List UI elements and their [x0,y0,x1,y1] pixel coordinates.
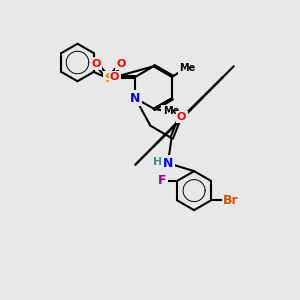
Text: O: O [117,59,126,69]
Text: Me: Me [163,106,179,116]
Text: O: O [92,59,101,69]
Text: N: N [130,92,140,105]
Text: N: N [163,157,173,169]
Text: O: O [177,112,186,122]
Text: H: H [153,157,162,167]
Text: Me: Me [179,63,195,73]
Text: O: O [110,72,119,82]
Text: Br: Br [223,194,239,207]
Text: S: S [104,72,113,85]
Text: F: F [158,174,166,188]
